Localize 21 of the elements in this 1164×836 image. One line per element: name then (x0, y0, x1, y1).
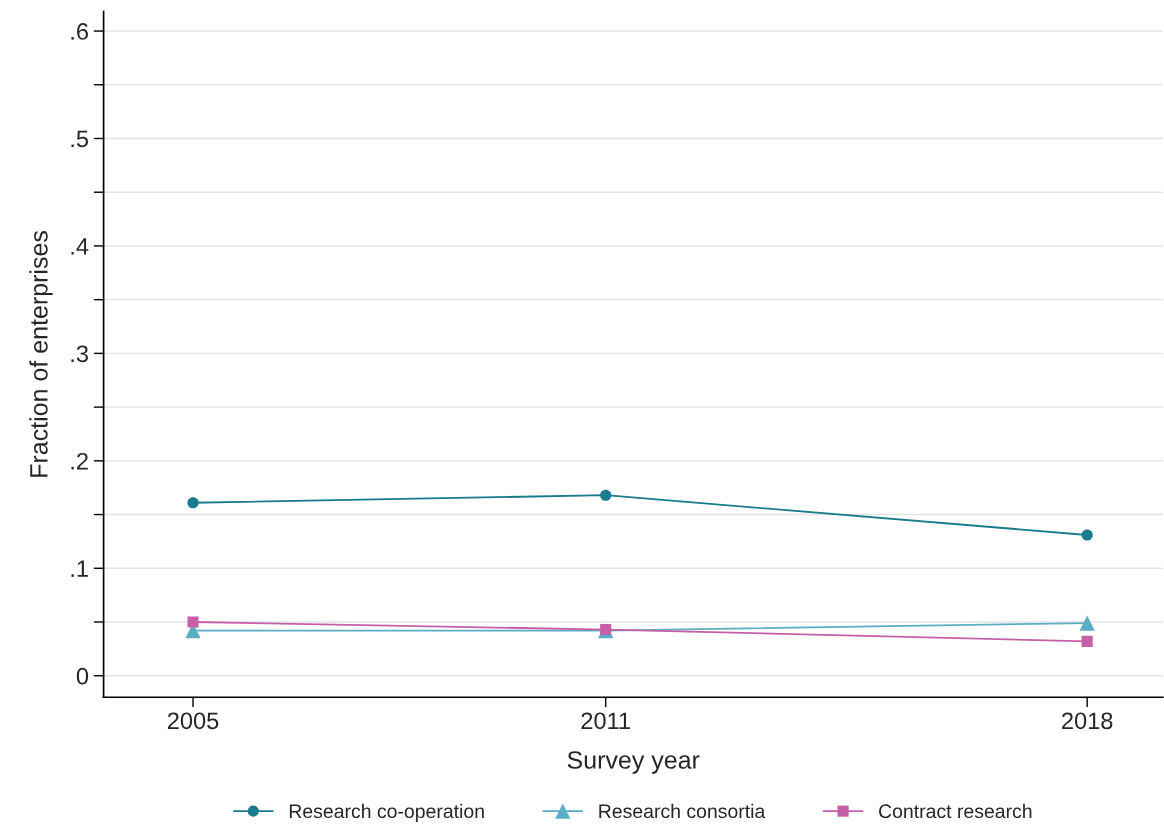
point (1081, 635, 1093, 647)
legend-label: Contract research (879, 803, 1032, 819)
legend-label: Research co-operation (289, 803, 484, 822)
point (1081, 529, 1093, 541)
y-tick-label: .5 (71, 130, 89, 148)
point (600, 489, 612, 501)
y-tick-label: .6 (71, 23, 88, 40)
y-tick-label: .2 (71, 452, 88, 470)
y-tick-label: .1 (71, 560, 88, 577)
y-axis-title: Fraction of enterprises (29, 231, 53, 477)
x-tick-label: 2011 (581, 712, 630, 730)
point (187, 497, 199, 509)
x-tick-label: 2018 (1062, 712, 1113, 730)
point (1079, 615, 1095, 631)
y-tick-label: .3 (71, 345, 88, 363)
point (187, 616, 199, 628)
y-tick-label: 0 (76, 667, 89, 685)
x-tick-label: 2005 (167, 712, 219, 730)
x-axis-title: Survey year (567, 751, 700, 774)
y-tick-label: .4 (71, 238, 89, 255)
legend-label: Research consortia (599, 803, 766, 819)
